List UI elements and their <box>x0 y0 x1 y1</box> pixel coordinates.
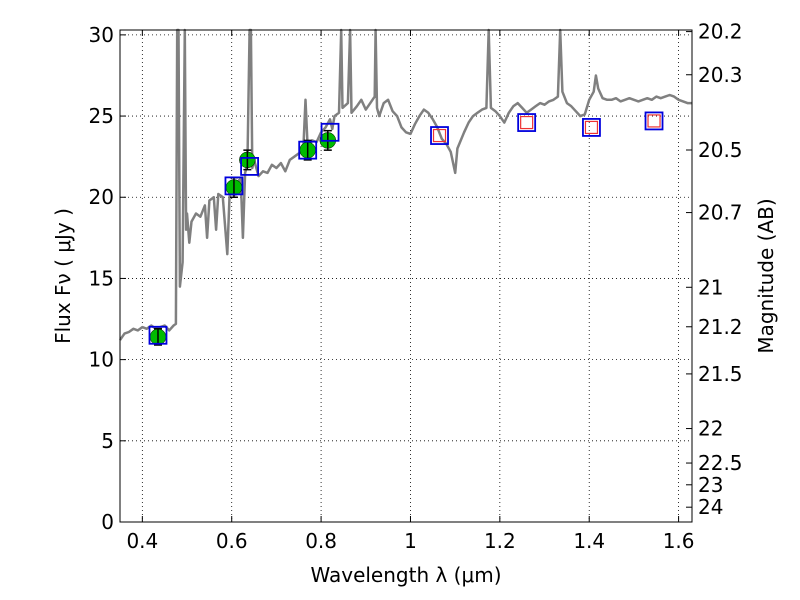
x-tick-label: 1.6 <box>663 529 695 553</box>
x-axis-label: Wavelength λ (μm) <box>310 563 501 587</box>
y2-tick-label: 20.2 <box>698 20 743 44</box>
y2-tick-label: 21.2 <box>698 315 743 339</box>
y-tick-label: 15 <box>89 266 114 290</box>
plot-frame <box>119 29 693 523</box>
y-tick-label: 5 <box>101 429 114 453</box>
y2-tick-label: 22 <box>698 417 723 441</box>
model-flux-box <box>517 113 537 132</box>
y-tick-label: 30 <box>89 23 114 47</box>
grid-lines <box>120 30 692 523</box>
x-tick-label: 0.6 <box>216 529 248 553</box>
y-tick-label: 25 <box>89 104 114 128</box>
spectrum-line <box>118 28 692 341</box>
y-tick-label: 0 <box>101 510 114 534</box>
y-axis-ticks: 0 5 10 15 20 25 30 <box>89 23 126 534</box>
data-markers <box>148 111 664 346</box>
y2-tick-label: 21 <box>698 275 723 299</box>
x-tick-label: 0.4 <box>126 529 158 553</box>
upper-limit-marker <box>520 115 534 130</box>
model-flux-box <box>148 325 168 345</box>
x-tick-label: 1.4 <box>573 529 605 553</box>
upper-limit-marker <box>647 114 661 128</box>
upper-limit-marker <box>432 128 447 143</box>
y2-tick-label: 23 <box>698 473 723 497</box>
y-tick-label: 10 <box>89 348 114 372</box>
model-flux-box <box>320 122 340 142</box>
y2-tick-label: 24 <box>698 495 723 519</box>
y-tick-label: 20 <box>89 185 114 209</box>
y-axis-label: Flux Fν ( μJy ) <box>51 208 75 344</box>
upper-limit-marker <box>584 120 599 135</box>
model-flux-box <box>582 118 601 137</box>
y2-tick-label: 20.5 <box>698 138 743 162</box>
y2-axis-label: Magnitude (AB) <box>754 198 778 353</box>
y2-tick-label: 20.3 <box>698 63 743 87</box>
y2-tick-label: 21.5 <box>698 362 743 386</box>
x-axis-ticks: 0.4 0.6 0.8 1 1.2 1.4 1.6 <box>126 30 695 553</box>
model-spectrum <box>118 28 692 341</box>
y2-tick-label: 20.7 <box>698 201 743 225</box>
x-tick-label: 1 <box>404 529 417 553</box>
model-flux-box <box>298 140 318 160</box>
model-flux-box <box>240 156 259 176</box>
model-flux-box <box>224 176 244 196</box>
x-tick-label: 0.8 <box>305 529 337 553</box>
model-flux-box <box>430 126 449 145</box>
x-tick-label: 1.2 <box>484 529 516 553</box>
model-flux-box <box>644 111 664 131</box>
y2-tick-label: 22.5 <box>698 451 743 475</box>
